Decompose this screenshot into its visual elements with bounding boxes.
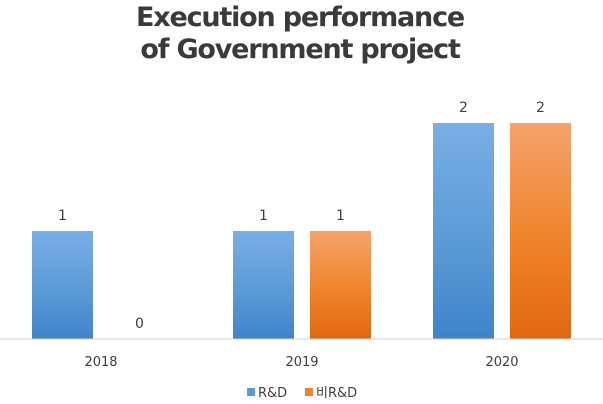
value-labels-layer: 1 0 1 1 2 2: [58, 100, 545, 332]
bar-non-rd-2020: [510, 123, 571, 339]
legend: R&D 비R&D: [247, 386, 357, 401]
x-tick-label-2019: 2019: [285, 355, 318, 370]
x-tick-label-2020: 2020: [485, 355, 518, 370]
legend-label-non-rd: 비R&D: [316, 386, 357, 400]
legend-swatch-rd: [247, 388, 255, 396]
value-label-non-rd-2018: 0: [135, 316, 144, 332]
bars-layer: [32, 123, 571, 339]
bar-rd-2020: [433, 123, 494, 339]
x-axis-tick-labels: 2018 2019 2020: [84, 355, 518, 370]
bar-rd-2018: [32, 231, 93, 339]
value-label-non-rd-2020: 2: [536, 100, 545, 116]
chart-title-line-2: of Government project: [140, 34, 461, 65]
value-label-rd-2018: 1: [58, 208, 67, 224]
value-label-rd-2019: 1: [259, 208, 268, 224]
value-label-non-rd-2019: 1: [336, 208, 345, 224]
bar-non-rd-2019: [310, 231, 371, 339]
bar-rd-2019: [233, 231, 294, 339]
value-label-rd-2020: 2: [459, 100, 468, 116]
x-tick-label-2018: 2018: [84, 355, 117, 370]
legend-swatch-non-rd: [305, 388, 313, 396]
chart-title-line-1: Execution performance: [136, 2, 464, 33]
chart-title: Execution performance of Government proj…: [136, 2, 465, 65]
legend-label-rd: R&D: [258, 386, 287, 400]
